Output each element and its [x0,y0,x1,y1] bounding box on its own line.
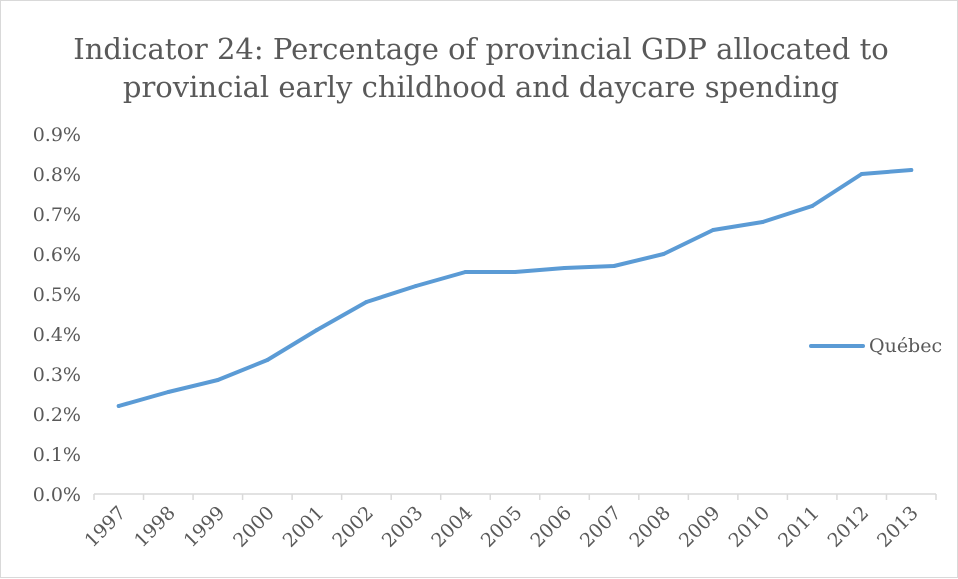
x-tick-label: 2012 [823,502,873,552]
data-point [612,264,617,268]
y-axis: 0.0% 0.1% 0.2% 0.3% 0.4% 0.5% 0.6% 0.7% 0.8% 0.9% [33,124,81,506]
y-tick-label: 0.9% [33,124,81,146]
x-tick-label: 1998 [130,502,180,552]
y-tick-label: 0.0% [33,484,81,506]
data-point [562,266,567,270]
data-point [859,172,864,176]
y-tick-label: 0.7% [33,204,81,226]
x-tick-label: 2003 [378,502,428,552]
series-group [116,168,914,408]
legend-label-quebec: Québec [869,335,942,357]
x-tick-label: 2010 [724,502,774,552]
x-tick-label: 2000 [229,502,279,552]
x-tick-label: 2011 [774,502,824,552]
x-tick-label: 2013 [873,502,923,552]
data-point [364,300,369,304]
data-point [760,220,765,224]
x-axis: 1997 1998 1999 2000 2001 2002 2003 2004 2005 2006… [81,494,937,552]
legend: Québec [809,335,942,357]
series-line-quebec [116,168,914,408]
x-tick-label: 2008 [625,502,675,552]
y-tick-label: 0.4% [33,324,81,346]
x-tick-label: 2002 [328,502,378,552]
x-tick-label: 1997 [81,502,131,552]
data-point [116,404,121,408]
data-point [265,358,270,362]
data-point [166,390,171,394]
data-point [215,378,220,382]
data-point [314,328,319,332]
x-tick-label: 2006 [526,502,576,552]
y-tick-label: 0.5% [33,284,81,306]
data-point [661,252,666,256]
data-point [463,270,468,274]
y-tick-label: 0.1% [33,444,81,466]
x-tick-label: 2009 [675,502,725,552]
data-point [810,204,815,208]
y-tick-label: 0.8% [33,164,81,186]
x-tick-label: 2004 [427,502,477,552]
y-tick-label: 0.2% [33,404,81,426]
data-point [513,270,517,274]
x-tick-label: 2007 [576,502,626,552]
chart-title: Indicator 24: Percentage of provincial G… [73,32,888,104]
chart-title-line-1: Indicator 24: Percentage of provincial G… [73,32,888,66]
x-tick-label: 2001 [279,502,329,552]
x-tick-label: 1999 [180,502,230,552]
y-tick-label: 0.6% [33,244,81,266]
x-tick-label: 2005 [477,502,527,552]
y-tick-label: 0.3% [33,364,81,386]
data-point [711,228,716,232]
chart-title-line-2: provincial early childhood and daycare s… [123,70,839,104]
data-point [909,168,914,172]
data-point [413,284,418,288]
